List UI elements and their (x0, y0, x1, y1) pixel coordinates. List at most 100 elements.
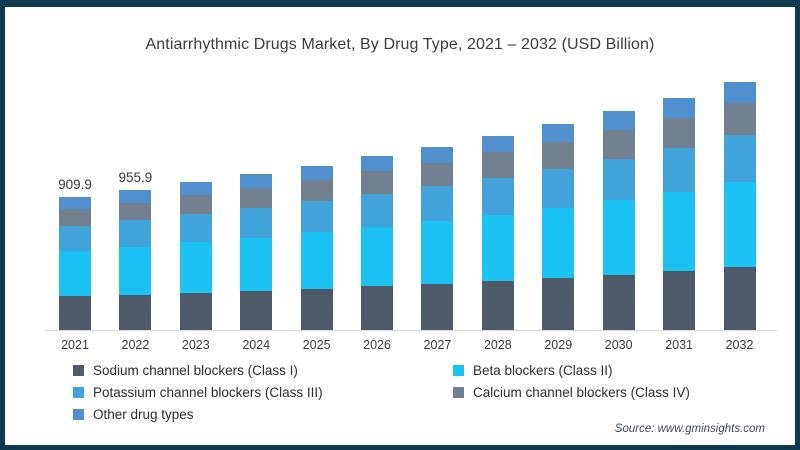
bar-segment (602, 158, 635, 201)
bar-2021 (59, 197, 91, 330)
legend-label: Beta blockers (Class II) (473, 363, 613, 378)
bar-segment (300, 288, 333, 330)
legend-label: Other drug types (93, 407, 194, 422)
bar-segment (663, 97, 696, 118)
x-axis-tick-label: 2031 (665, 338, 693, 352)
bar-segment (179, 195, 212, 215)
bar-value-label: 955.9 (118, 170, 153, 186)
bar-segment (542, 207, 575, 278)
legend-swatch-icon (453, 365, 464, 376)
bar-value-label: 909.9 (58, 176, 92, 192)
x-axis-tick-label: 2029 (544, 338, 573, 352)
bar-segment (542, 123, 575, 142)
bar-segment (300, 232, 333, 289)
x-axis-tick-label: 2025 (302, 338, 331, 352)
bar-segment (663, 147, 696, 193)
plot-area: 909.9 2021 955.9 2022 2023 2024 2025 2026 2027 20… (58, 7, 756, 352)
bar-segment (542, 141, 575, 169)
bar-2024 (240, 174, 273, 330)
legend-item: Other drug types (73, 407, 453, 422)
bar-segment (300, 201, 333, 233)
legend-swatch-icon (73, 387, 84, 398)
legend-label: Potassium channel blockers (Class III) (93, 385, 323, 400)
bar-segment (421, 162, 454, 187)
x-axis-tick-label: 2023 (181, 338, 210, 352)
bar-2031 (663, 97, 696, 330)
bar-2026 (361, 156, 394, 330)
bar-segment (663, 192, 696, 272)
bar-segment (361, 226, 394, 286)
bar-segment (421, 146, 454, 163)
bar-segment (361, 156, 394, 171)
bar-segment (421, 186, 454, 222)
bar-segment (481, 152, 514, 178)
bar-2029 (542, 123, 575, 330)
bar-segment (119, 246, 152, 295)
bar-segment (240, 237, 273, 291)
legend-swatch-icon (453, 387, 464, 398)
x-axis-tick-label: 2028 (483, 338, 512, 352)
bar-segment (59, 225, 91, 251)
bar-segment (602, 111, 635, 131)
bar-segment (300, 179, 333, 202)
bar-segment (481, 280, 514, 330)
bar-segment (59, 208, 91, 226)
bar-segment (361, 286, 394, 330)
bar-2027 (421, 146, 454, 330)
bar-segment (421, 283, 454, 330)
bar-segment (119, 202, 152, 221)
bar-segment (179, 242, 212, 293)
bar-segment (723, 182, 756, 268)
bar-2028 (481, 135, 514, 330)
legend-item: Potassium channel blockers (Class III) (73, 385, 453, 400)
bar-segment (723, 267, 756, 330)
chart-title: Antiarrhythmic Drugs Market, By Drug Typ… (145, 36, 655, 53)
bar-segment (481, 177, 514, 215)
bar-segment (240, 290, 273, 330)
bar-segment (602, 200, 635, 275)
legend-label: Calcium channel blockers (Class IV) (473, 385, 690, 400)
legend-item: Beta blockers (Class II) (453, 363, 690, 378)
bar-segment (542, 278, 575, 330)
bar-segment (119, 190, 152, 203)
bar-segment (481, 214, 514, 281)
bar-2030 (602, 111, 635, 330)
x-axis-tick-label: 2027 (423, 338, 452, 352)
bar-segment (59, 197, 91, 209)
bar-2032 (723, 81, 756, 330)
bar-2023 (179, 182, 212, 330)
bar-segment (723, 102, 756, 136)
bar-segment (663, 117, 696, 148)
bar-segment (663, 271, 696, 330)
legend-swatch-icon (73, 365, 84, 376)
x-axis-tick-label: 2032 (725, 338, 754, 352)
bar-segment (119, 220, 152, 247)
bar-segment (300, 165, 333, 180)
bar-segment (179, 182, 212, 196)
bar-segment (602, 130, 635, 159)
x-axis-tick-label: 2026 (363, 338, 391, 352)
bar-segment (723, 135, 756, 183)
bar-segment (179, 214, 212, 243)
bar-segment (602, 274, 635, 330)
legend: Sodium channel blockers (Class I) Beta bl… (73, 363, 690, 422)
bar-segment (361, 193, 394, 227)
x-axis-tick-label: 2024 (242, 338, 271, 352)
bar-segment (240, 187, 273, 209)
x-axis-tick-label: 2022 (121, 338, 150, 352)
source-attribution: Source: www.gminsights.com (614, 423, 765, 435)
legend-item: Calcium channel blockers (Class IV) (453, 385, 690, 400)
bar-segment (240, 174, 273, 188)
bar-segment (240, 208, 273, 238)
bar-2022 (119, 190, 152, 330)
x-axis-tick-label: 2030 (604, 338, 633, 352)
bar-segment (59, 250, 91, 297)
x-axis-line (45, 330, 777, 331)
bar-segment (119, 294, 152, 330)
bar-2025 (300, 165, 333, 330)
bar-segment (723, 81, 756, 103)
bar-segment (542, 168, 575, 208)
bar-segment (421, 221, 454, 284)
legend-item: Sodium channel blockers (Class I) (73, 363, 453, 378)
